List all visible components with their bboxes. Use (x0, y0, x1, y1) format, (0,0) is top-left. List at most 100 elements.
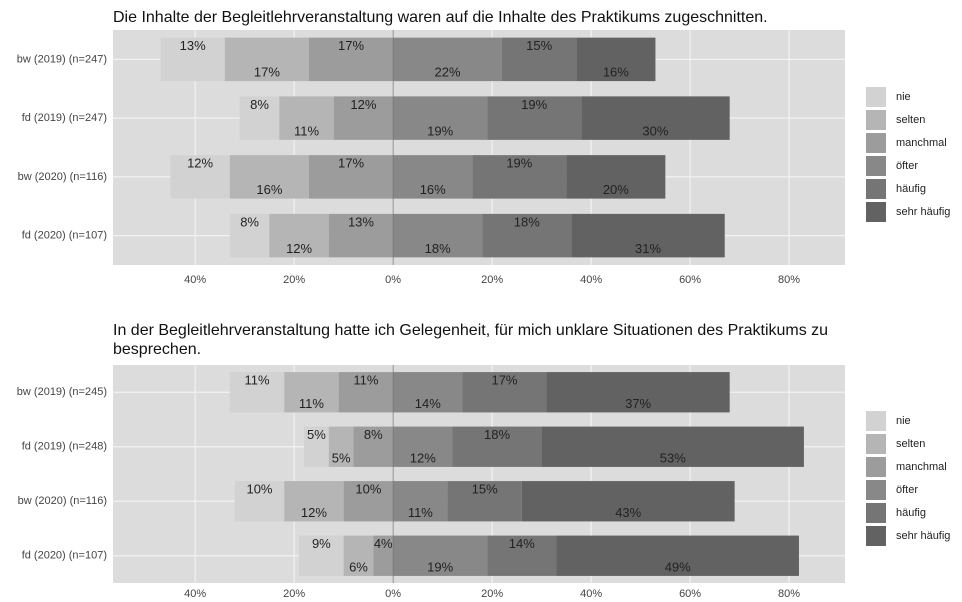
bar-segment (239, 96, 280, 140)
y-tick-label: fd (2020) (n=107) (22, 230, 107, 242)
data-label: 16% (420, 182, 446, 197)
bar-segment (343, 535, 374, 576)
bar-segment (393, 372, 463, 413)
legend-label: sehr häufig (896, 206, 950, 218)
data-label: 20% (603, 182, 629, 197)
bar-segment (487, 535, 557, 576)
data-label: 6% (349, 559, 368, 574)
legend-key (866, 526, 886, 546)
data-label: 19% (521, 97, 547, 112)
bar-segment (546, 372, 730, 413)
bar-segment (229, 372, 285, 413)
y-tick-label: bw (2019) (n=247) (17, 53, 107, 65)
data-label: 10% (355, 482, 381, 497)
bar-segment (338, 372, 394, 413)
bar-segment (333, 96, 394, 140)
bar-segment (482, 213, 572, 258)
data-label: 11% (244, 373, 269, 388)
x-tick-label: 0% (385, 588, 401, 600)
data-label: 16% (256, 182, 282, 197)
data-label: 11% (408, 505, 433, 520)
x-tick-label: 40% (184, 588, 206, 600)
data-label: 5% (307, 427, 326, 442)
legend-key (866, 480, 886, 500)
bar-segment (328, 426, 354, 467)
legend-key (866, 87, 886, 107)
data-label: 10% (246, 482, 272, 497)
y-tick-label: bw (2020) (n=116) (18, 171, 107, 183)
bar-segment (487, 96, 582, 140)
data-label: 17% (338, 38, 364, 53)
data-label: 5% (332, 450, 351, 465)
data-label: 16% (603, 65, 629, 80)
bar-segment (284, 372, 339, 413)
x-tick-label: 20% (283, 588, 305, 600)
legend-key (866, 179, 886, 199)
y-tick-label: fd (2019) (n=247) (22, 112, 107, 124)
x-tick-label: 40% (580, 588, 602, 600)
data-label: 12% (301, 505, 327, 520)
bar-segment (328, 213, 394, 258)
legend-key (866, 133, 886, 153)
x-tick-label: 80% (778, 588, 800, 600)
data-label: 11% (353, 373, 378, 388)
data-label: 15% (526, 38, 552, 53)
x-tick-label: 60% (679, 588, 701, 600)
bar-segment (472, 155, 567, 199)
legend-label: öfter (896, 160, 918, 172)
bar-segment (393, 481, 448, 522)
x-tick-label: 40% (184, 274, 206, 286)
data-label: 53% (660, 450, 686, 465)
legend-label: selten (896, 438, 925, 450)
legend-key (866, 434, 886, 454)
bar-segment (393, 426, 453, 467)
data-label: 18% (484, 427, 510, 442)
bar-segment (224, 37, 309, 82)
legend-label: selten (896, 114, 925, 126)
legend-key (866, 503, 886, 523)
legend-label: öfter (896, 484, 918, 496)
legend-label: manchmal (896, 461, 947, 473)
data-label: 13% (348, 214, 374, 229)
bar-segment (229, 155, 309, 199)
data-label: 17% (254, 65, 280, 80)
legend-key (866, 202, 886, 222)
data-label: 11% (294, 123, 319, 138)
data-label: 37% (625, 396, 651, 411)
data-label: 12% (286, 241, 312, 256)
bar-segment (393, 37, 503, 82)
data-label: 18% (425, 241, 451, 256)
bar-segment (170, 155, 230, 199)
x-tick-label: 60% (679, 274, 701, 286)
legend-key (866, 457, 886, 477)
bar-segment (447, 481, 522, 522)
bar-segment (576, 37, 656, 82)
legend-label: häufig (896, 507, 926, 519)
bar-segment (353, 426, 394, 467)
data-label: 19% (506, 156, 532, 171)
bar-segment (566, 155, 666, 199)
data-label: 4% (374, 536, 393, 551)
data-label: 12% (350, 97, 376, 112)
data-label: 8% (240, 214, 259, 229)
data-label: 43% (615, 505, 641, 520)
bar-segment (393, 213, 483, 258)
legend-label: nie (896, 91, 911, 103)
data-label: 8% (364, 427, 383, 442)
bar-segment (284, 481, 344, 522)
data-label: 12% (410, 450, 436, 465)
bar-segment (581, 96, 730, 140)
data-label: 15% (472, 482, 498, 497)
x-tick-label: 40% (580, 274, 602, 286)
x-tick-label: 20% (283, 274, 305, 286)
chart-title: In der Begleitlehrveranstaltung hatte ic… (113, 322, 829, 358)
x-tick-label: 80% (778, 274, 800, 286)
bar-segment (541, 426, 804, 467)
data-label: 22% (435, 65, 461, 80)
data-label: 14% (509, 536, 535, 551)
legend-key (866, 156, 886, 176)
bar-segment (393, 535, 488, 576)
bar-segment (279, 96, 334, 140)
